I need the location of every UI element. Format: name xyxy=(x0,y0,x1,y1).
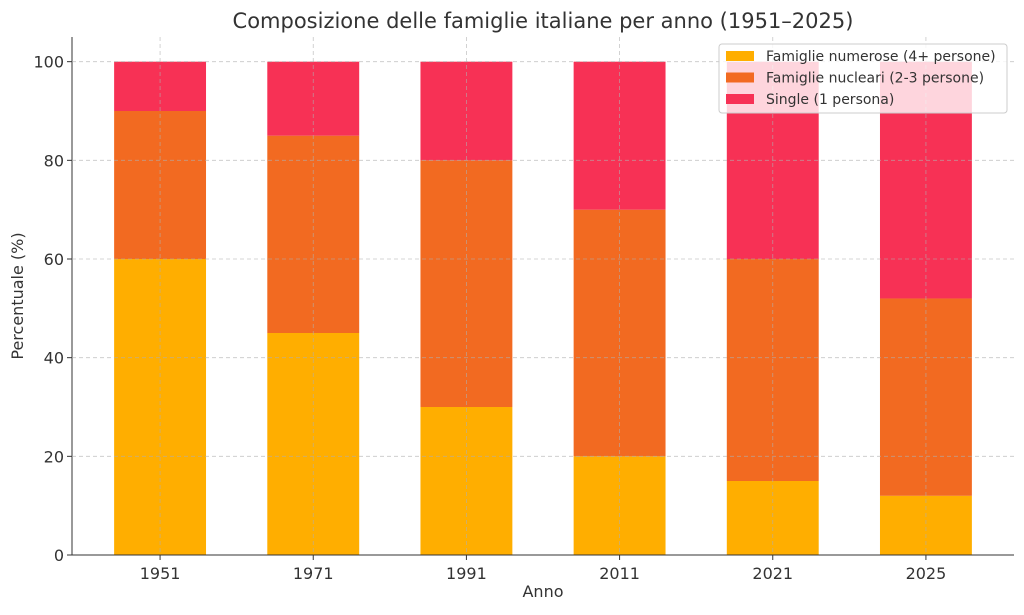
legend-box xyxy=(718,43,1008,114)
legend-swatch xyxy=(726,94,754,104)
grid xyxy=(72,37,1014,555)
bars xyxy=(114,61,972,555)
y-tick-label: 40 xyxy=(44,349,64,368)
chart-title: Composizione delle famiglie italiane per… xyxy=(233,9,854,33)
y-tick-label: 60 xyxy=(44,250,64,269)
x-tick-label: 1991 xyxy=(446,564,487,583)
bar-segment xyxy=(114,259,207,555)
legend-swatch xyxy=(726,51,754,61)
y-tick-label: 20 xyxy=(44,447,64,466)
axes: 0 20 40 60 80 100 1951 1971 1991 2011 2021 2025 xyxy=(33,37,1014,583)
x-tick-label: 2025 xyxy=(906,564,947,583)
x-tick-label: 2011 xyxy=(599,564,640,583)
x-tick-label: 2021 xyxy=(752,564,793,583)
x-axis-label: Anno xyxy=(522,582,563,601)
y-tick-label: 80 xyxy=(44,151,64,170)
legend-swatch xyxy=(726,72,754,83)
y-tick-label: 100 xyxy=(33,53,64,72)
legend-label: Famiglie numerose (4+ persone) xyxy=(766,49,996,65)
legend-label: Famiglie nucleari (2-3 persone) xyxy=(766,71,984,87)
legend: Famiglie numerose (4+ persone) Famiglie n… xyxy=(718,43,1008,114)
y-axis-label: Percentuale (%) xyxy=(8,232,27,359)
y-tick-label: 0 xyxy=(54,546,64,565)
bar-segment xyxy=(879,495,972,555)
legend-label: Single (1 persona) xyxy=(766,92,894,108)
x-tick-label: 1971 xyxy=(293,564,334,583)
x-tick-label: 1951 xyxy=(140,564,181,583)
